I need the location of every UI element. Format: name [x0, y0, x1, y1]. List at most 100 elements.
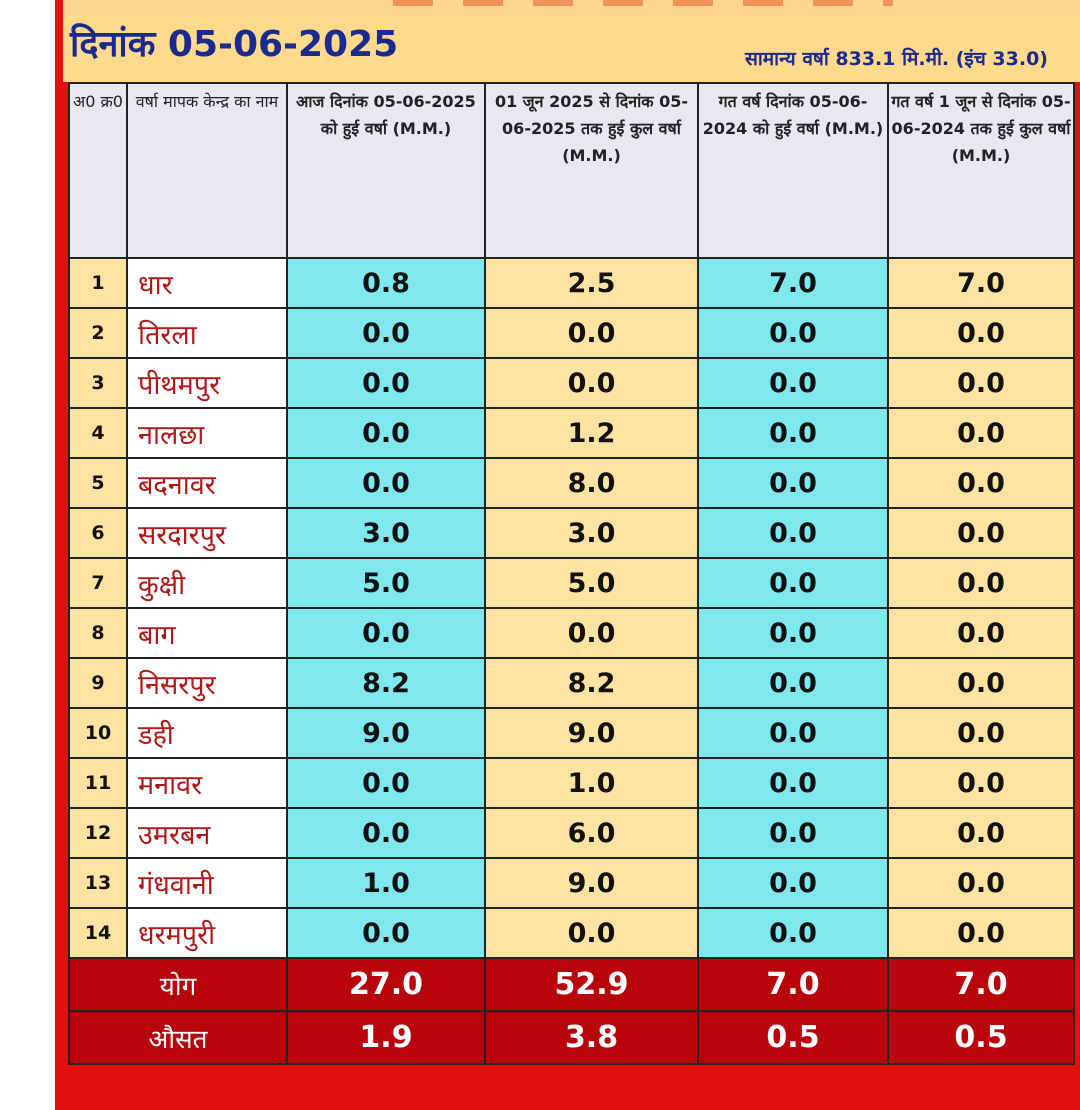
serial-number: 14 — [68, 907, 128, 959]
total-last-year-total: 7.0 — [887, 957, 1075, 1012]
today-rainfall: 1.0 — [286, 857, 486, 909]
header-station-name: वर्षा मापक केन्द्र का नाम — [126, 82, 288, 259]
table-row: 8 बाग 0.0 0.0 0.0 0.0 — [68, 607, 1075, 659]
last-year-total: 7.0 — [887, 257, 1075, 309]
serial-number: 13 — [68, 857, 128, 909]
report-date-title: दिनांक 05-06-2025 — [70, 24, 399, 65]
station-name: पीथमपुर — [126, 357, 288, 409]
today-rainfall: 0.0 — [286, 457, 486, 509]
last-year-total: 0.0 — [887, 407, 1075, 459]
header-today-rainfall: आज दिनांक 05-06-2025 को हुई वर्षा (M.M.) — [286, 82, 486, 259]
season-total: 0.0 — [484, 357, 699, 409]
last-year-day: 0.0 — [697, 907, 889, 959]
last-year-day: 0.0 — [697, 357, 889, 409]
total-label: योग — [68, 957, 288, 1012]
season-total: 2.5 — [484, 257, 699, 309]
station-name: गंधवानी — [126, 857, 288, 909]
today-rainfall: 0.0 — [286, 757, 486, 809]
serial-number: 8 — [68, 607, 128, 659]
table-row: 6 सरदारपुर 3.0 3.0 0.0 0.0 — [68, 507, 1075, 559]
table-row: 10 डही 9.0 9.0 0.0 0.0 — [68, 707, 1075, 759]
last-year-total: 0.0 — [887, 457, 1075, 509]
table-header-row: अ0 क्र0 वर्षा मापक केन्द्र का नाम आज दिन… — [68, 82, 1075, 259]
station-name: डही — [126, 707, 288, 759]
serial-number: 4 — [68, 407, 128, 459]
last-year-day: 0.0 — [697, 557, 889, 609]
average-last-year-total: 0.5 — [887, 1010, 1075, 1065]
serial-number: 10 — [68, 707, 128, 759]
last-year-total: 0.0 — [887, 707, 1075, 759]
last-year-total: 0.0 — [887, 607, 1075, 659]
normal-rainfall-label: सामान्य वर्षा 833.1 मि.मी. (इंच 33.0) — [745, 48, 1048, 70]
top-strip — [63, 0, 1080, 16]
last-year-day: 0.0 — [697, 657, 889, 709]
last-year-day: 0.0 — [697, 607, 889, 659]
header-season-total: 01 जून 2025 से दिनांक 05-06-2025 तक हुई … — [484, 82, 699, 259]
average-label: औसत — [68, 1010, 288, 1065]
header-last-year-day: गत वर्ष दिनांक 05-06-2024 को हुई वर्षा (… — [697, 82, 889, 259]
season-total: 6.0 — [484, 807, 699, 859]
table-row: 14 धरमपुरी 0.0 0.0 0.0 0.0 — [68, 907, 1075, 959]
season-total: 0.0 — [484, 607, 699, 659]
last-year-total: 0.0 — [887, 807, 1075, 859]
last-year-total: 0.0 — [887, 907, 1075, 959]
serial-number: 12 — [68, 807, 128, 859]
last-year-total: 0.0 — [887, 557, 1075, 609]
today-rainfall: 0.0 — [286, 907, 486, 959]
station-name: मनावर — [126, 757, 288, 809]
station-name: उमरबन — [126, 807, 288, 859]
table-row: 7 कुक्षी 5.0 5.0 0.0 0.0 — [68, 557, 1075, 609]
last-year-total: 0.0 — [887, 507, 1075, 559]
today-rainfall: 0.0 — [286, 607, 486, 659]
station-name: कुक्षी — [126, 557, 288, 609]
header-serial: अ0 क्र0 — [68, 82, 128, 259]
table-row: 2 तिरला 0.0 0.0 0.0 0.0 — [68, 307, 1075, 359]
season-total: 0.0 — [484, 907, 699, 959]
station-name: धार — [126, 257, 288, 309]
serial-number: 5 — [68, 457, 128, 509]
today-rainfall: 0.8 — [286, 257, 486, 309]
last-year-total: 0.0 — [887, 307, 1075, 359]
serial-number: 9 — [68, 657, 128, 709]
total-row: योग 27.0 52.9 7.0 7.0 — [68, 957, 1075, 1012]
season-total: 3.0 — [484, 507, 699, 559]
table-row: 4 नालछा 0.0 1.2 0.0 0.0 — [68, 407, 1075, 459]
table-row: 12 उमरबन 0.0 6.0 0.0 0.0 — [68, 807, 1075, 859]
serial-number: 2 — [68, 307, 128, 359]
last-year-day: 0.0 — [697, 457, 889, 509]
season-total: 8.0 — [484, 457, 699, 509]
station-name: निसरपुर — [126, 657, 288, 709]
station-name: बदनावर — [126, 457, 288, 509]
season-total: 1.0 — [484, 757, 699, 809]
serial-number: 3 — [68, 357, 128, 409]
serial-number: 11 — [68, 757, 128, 809]
last-year-day: 0.0 — [697, 807, 889, 859]
last-year-total: 0.0 — [887, 357, 1075, 409]
today-rainfall: 5.0 — [286, 557, 486, 609]
table-row: 3 पीथमपुर 0.0 0.0 0.0 0.0 — [68, 357, 1075, 409]
season-total: 0.0 — [484, 307, 699, 359]
total-season: 52.9 — [484, 957, 699, 1012]
season-total: 5.0 — [484, 557, 699, 609]
station-name: धरमपुरी — [126, 907, 288, 959]
table-row: 5 बदनावर 0.0 8.0 0.0 0.0 — [68, 457, 1075, 509]
last-year-day: 7.0 — [697, 257, 889, 309]
average-season: 3.8 — [484, 1010, 699, 1065]
rainfall-table: अ0 क्र0 वर्षा मापक केन्द्र का नाम आज दिन… — [68, 82, 1075, 1065]
station-name: बाग — [126, 607, 288, 659]
table-row: 9 निसरपुर 8.2 8.2 0.0 0.0 — [68, 657, 1075, 709]
last-year-total: 0.0 — [887, 757, 1075, 809]
total-last-year-day: 7.0 — [697, 957, 889, 1012]
today-rainfall: 9.0 — [286, 707, 486, 759]
last-year-day: 0.0 — [697, 707, 889, 759]
today-rainfall: 0.0 — [286, 407, 486, 459]
average-today: 1.9 — [286, 1010, 486, 1065]
average-last-year-day: 0.5 — [697, 1010, 889, 1065]
last-year-day: 0.0 — [697, 757, 889, 809]
serial-number: 7 — [68, 557, 128, 609]
today-rainfall: 8.2 — [286, 657, 486, 709]
header-band — [63, 16, 1080, 82]
today-rainfall: 0.0 — [286, 807, 486, 859]
table-row: 11 मनावर 0.0 1.0 0.0 0.0 — [68, 757, 1075, 809]
last-year-day: 0.0 — [697, 507, 889, 559]
